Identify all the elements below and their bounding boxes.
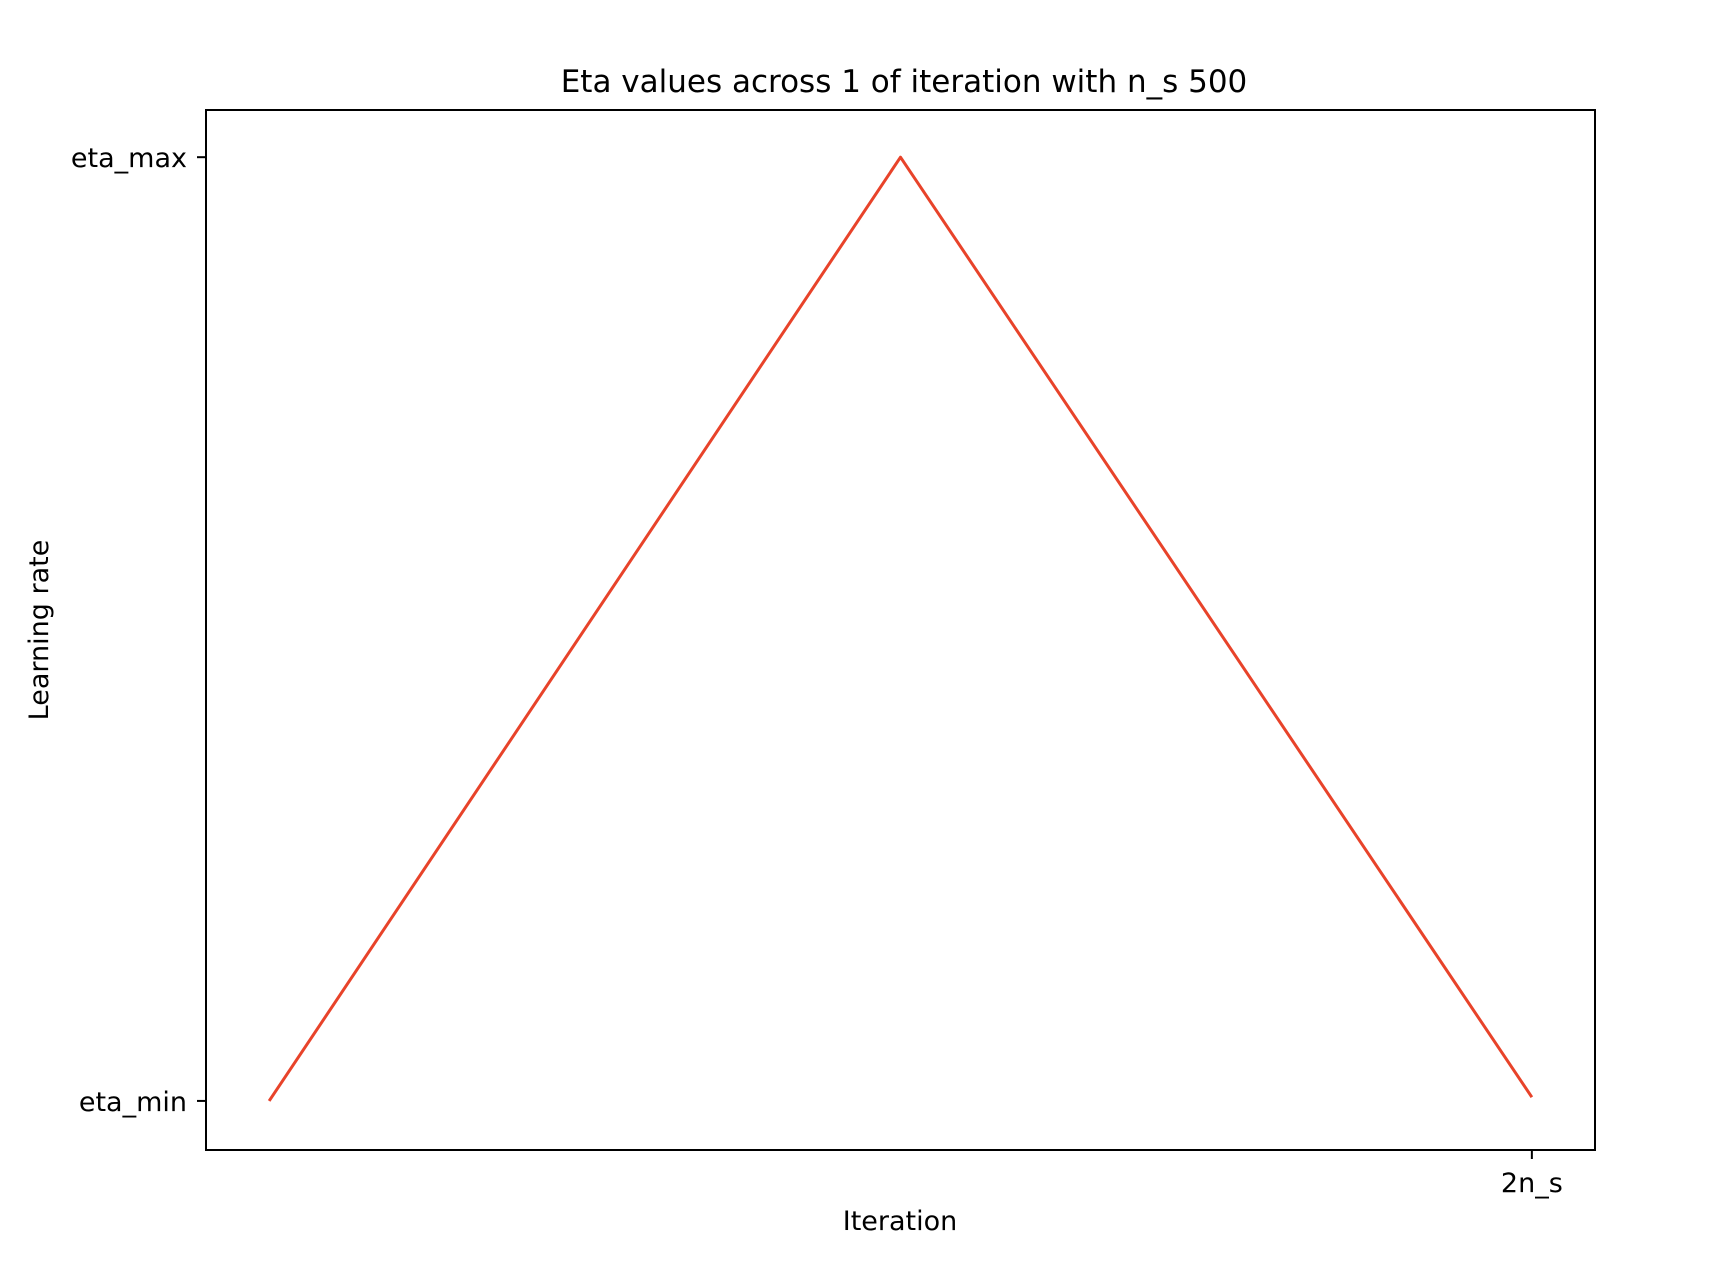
- x-tick-label: 2n_s: [1501, 1168, 1563, 1199]
- series-line-0: [267, 155, 1534, 1102]
- y-tick-label: eta_min: [79, 1087, 187, 1118]
- chart-title: Eta values across 1 of iteration with n_…: [561, 64, 1248, 100]
- y-axis-label: Learning rate: [24, 540, 55, 721]
- x-axis: 2n_s: [1501, 1150, 1563, 1199]
- plot-frame: [205, 109, 1596, 1151]
- y-axis: eta_min eta_max: [71, 143, 206, 1118]
- y-tick-label: eta_max: [71, 143, 187, 174]
- x-axis-label: Iteration: [843, 1206, 958, 1237]
- series-layer: [267, 155, 1534, 1102]
